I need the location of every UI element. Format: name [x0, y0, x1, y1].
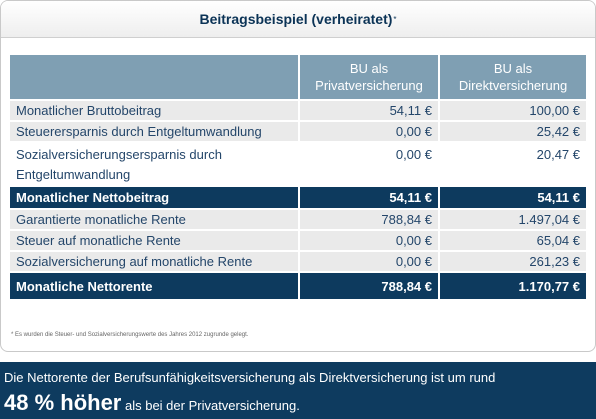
- row-value-private: 0,00 €: [298, 143, 438, 185]
- table-row: Sozialversicherungsersparnis durch Entge…: [10, 143, 586, 185]
- row-value-direct: 1.170,77 €: [438, 273, 586, 299]
- row-value-direct: 25,42 €: [438, 122, 586, 141]
- row-label: Garantierte monatliche Rente: [10, 210, 298, 229]
- table-row: Steuer auf monatliche Rente 0,00 € 65,04…: [10, 231, 586, 250]
- summary-banner: Die Nettorente der Berufsunfähigkeitsver…: [0, 362, 596, 419]
- row-value-private: 788,84 €: [298, 273, 438, 299]
- table-row: Steuerersparnis durch Entgeltumwandlung …: [10, 122, 586, 141]
- row-label: Steuerersparnis durch Entgeltumwandlung: [10, 122, 298, 141]
- total-row-net-contribution: Monatlicher Nettobeitrag 54,11 € 54,11 €: [10, 187, 586, 208]
- contribution-example-card: Beitragsbeispiel (verheiratet) * BU als P…: [0, 0, 596, 352]
- row-value-direct: 20,47 €: [438, 143, 586, 185]
- table-row: Monatlicher Bruttobeitrag 54,11 € 100,00…: [10, 101, 586, 120]
- footnote: * Es wurden die Steuer- und Sozialversic…: [11, 332, 249, 338]
- row-label: Sozialversicherungsersparnis durch Entge…: [10, 143, 298, 185]
- column-header-direct: BU als Direktversicherung: [438, 55, 586, 99]
- row-value-private: 788,84 €: [298, 210, 438, 229]
- table-row: Sozialversicherung auf monatliche Rente …: [10, 252, 586, 271]
- row-value-direct: 65,04 €: [438, 231, 586, 250]
- column-header-private: BU als Privatversicherung: [298, 55, 438, 99]
- card-title-bar: Beitragsbeispiel (verheiratet) *: [1, 1, 595, 38]
- row-label: Monatlicher Bruttobeitrag: [10, 101, 298, 120]
- row-label-line1: Sozialversicherungsersparnis durch: [16, 147, 222, 162]
- column-header-private-line2: Privatversicherung: [315, 78, 423, 93]
- table-row: Garantierte monatliche Rente 788,84 € 1.…: [10, 210, 586, 229]
- banner-line1: Die Nettorente der Berufsunfähigkeitsver…: [4, 370, 496, 385]
- header-blank-cell: [10, 55, 298, 99]
- row-value-direct: 261,23 €: [438, 252, 586, 271]
- banner-highlight: 48 % höher: [4, 390, 122, 415]
- row-label: Monatliche Nettorente: [10, 273, 298, 299]
- row-value-private: 54,11 €: [298, 101, 438, 120]
- row-value-private: 0,00 €: [298, 122, 438, 141]
- table-header-row: BU als Privatversicherung BU als Direktv…: [10, 55, 586, 99]
- comparison-table: BU als Privatversicherung BU als Direktv…: [10, 53, 586, 301]
- banner-line2: 48 % höher als bei der Privatversicherun…: [4, 390, 300, 416]
- row-value-private: 0,00 €: [298, 252, 438, 271]
- card-title: Beitragsbeispiel (verheiratet): [199, 11, 393, 27]
- row-value-direct: 54,11 €: [438, 187, 586, 208]
- column-header-private-line1: BU als: [349, 61, 389, 76]
- row-value-direct: 1.497,04 €: [438, 210, 586, 229]
- column-header-direct-line2: Direktversicherung: [458, 78, 568, 93]
- row-value-private: 54,11 €: [298, 187, 438, 208]
- row-label-line2: Entgeltumwandlung: [16, 167, 131, 182]
- row-value-private: 0,00 €: [298, 231, 438, 250]
- row-value-direct: 100,00 €: [438, 101, 586, 120]
- row-label: Monatlicher Nettobeitrag: [10, 187, 298, 208]
- row-label: Sozialversicherung auf monatliche Rente: [10, 252, 298, 271]
- banner-line2-text: als bei der Privatversicherung.: [121, 398, 300, 413]
- title-footnote-mark: *: [393, 14, 397, 24]
- total-row-net-pension: Monatliche Nettorente 788,84 € 1.170,77 …: [10, 273, 586, 299]
- row-label: Steuer auf monatliche Rente: [10, 231, 298, 250]
- column-header-direct-line1: BU als: [493, 61, 533, 76]
